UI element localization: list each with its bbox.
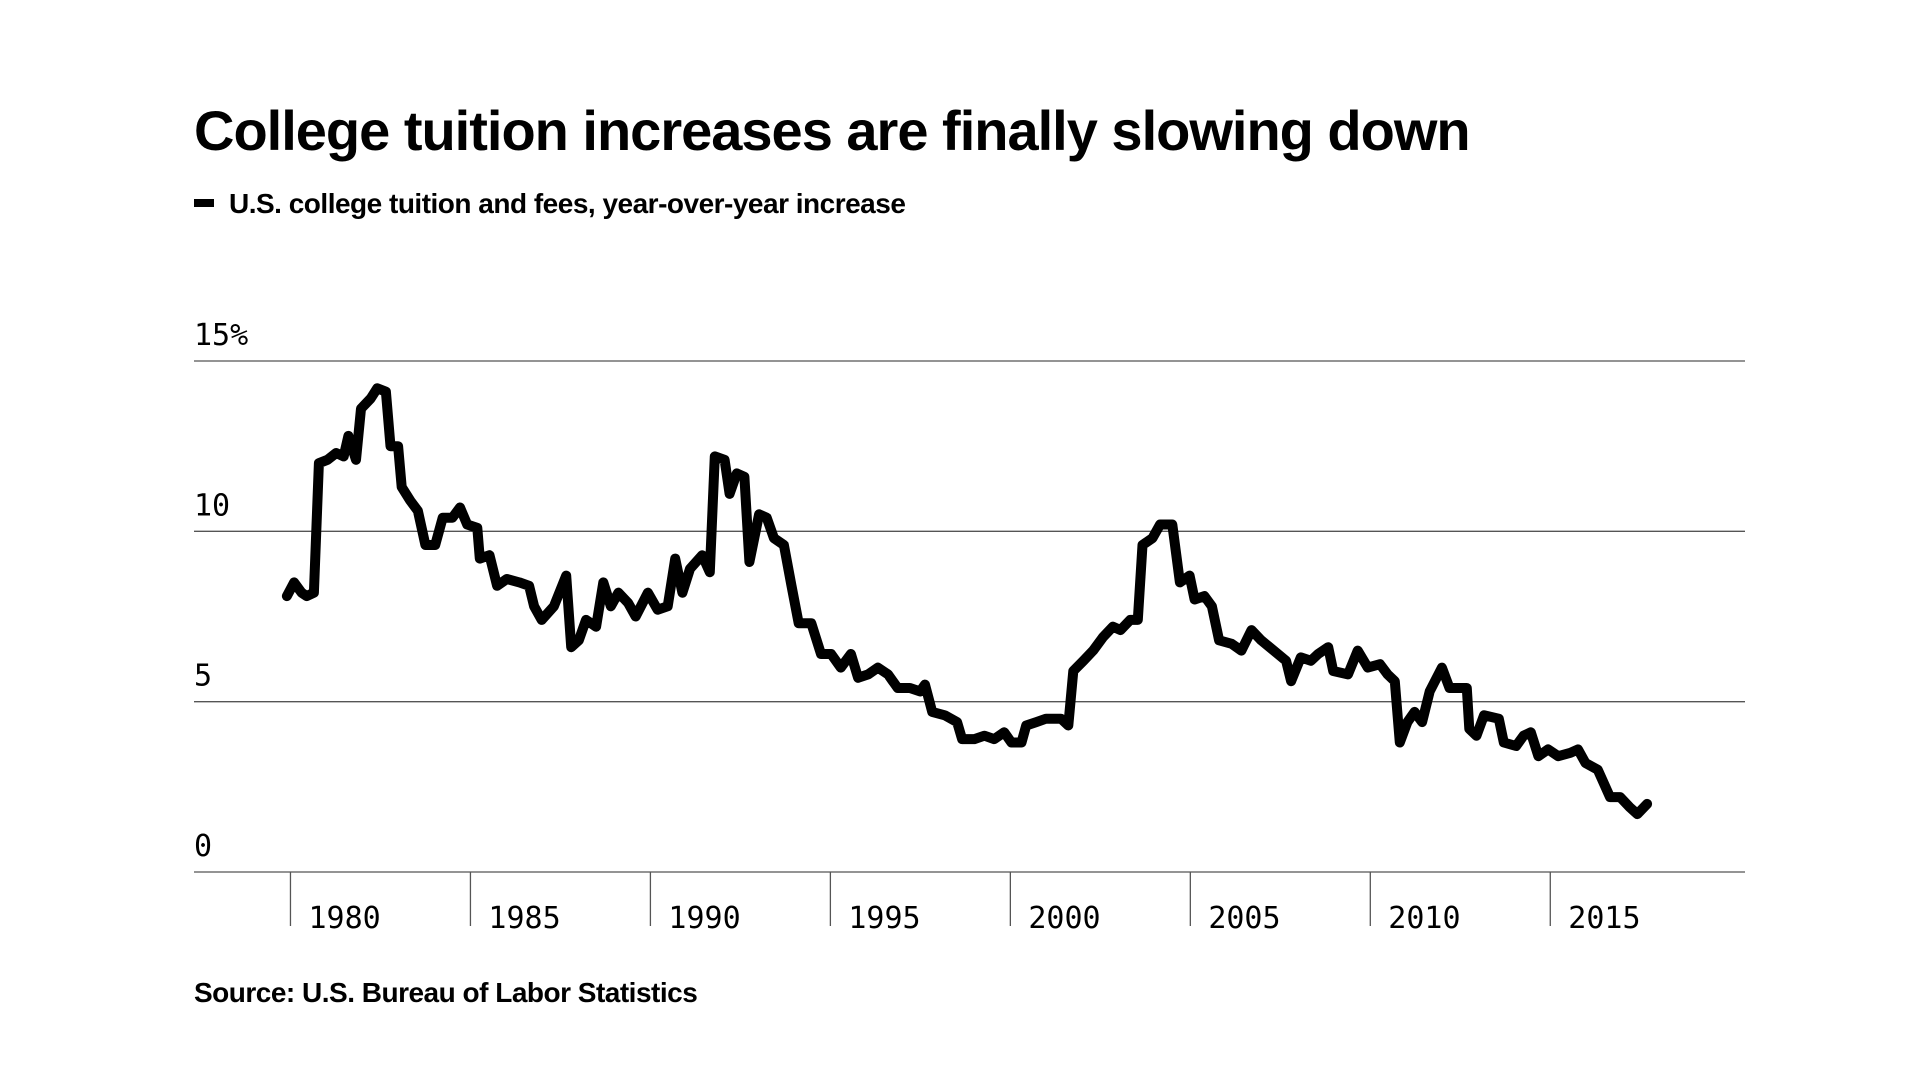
source: Source: U.S. Bureau of Labor Statistics [194,977,697,1008]
data-line [281,383,1653,820]
x-tick-label: 1995 [848,901,920,936]
x-tick-label: 1985 [488,901,560,936]
x-tick-label: 1990 [668,901,740,936]
x-tick-label: 2015 [1568,901,1640,936]
y-tick-label: 15% [194,318,248,353]
y-tick-label: 0 [194,829,212,864]
x-tick-label: 1980 [308,901,380,936]
x-tick-label: 2010 [1388,901,1460,936]
chart-title: College tuition increases are finally sl… [194,99,1470,162]
legend-swatch [194,199,214,207]
x-tick-label: 2005 [1208,901,1280,936]
y-tick-label: 5 [194,659,212,694]
y-tick-label: 10 [194,488,230,523]
legend-label: U.S. college tuition and fees, year-over… [229,188,905,219]
x-tick-label: 2000 [1028,901,1100,936]
